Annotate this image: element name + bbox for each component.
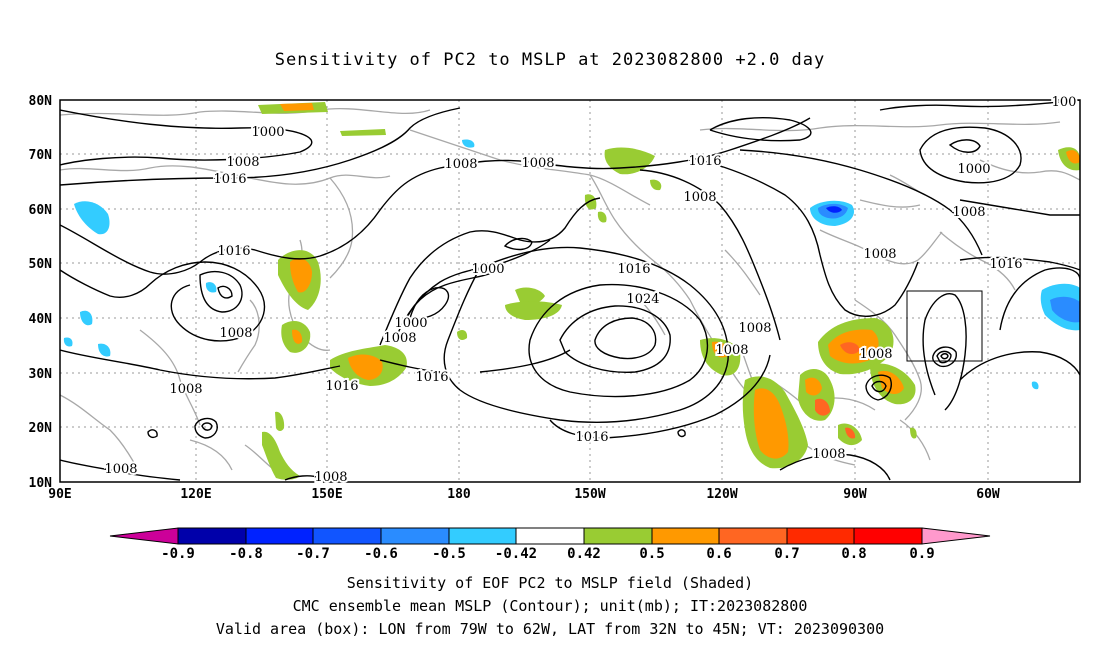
lon-label: 90W	[843, 487, 867, 502]
colorbar-tick: -0.8	[229, 546, 263, 562]
contour-label: 1008	[738, 321, 771, 336]
contour-label: 1000	[471, 262, 504, 277]
lat-label: 80N	[29, 94, 53, 109]
contour-label: 1008	[226, 155, 259, 170]
caption-contour: CMC ensemble mean MSLP (Contour); unit(m…	[292, 597, 808, 615]
contour-label: 1008	[169, 382, 202, 397]
colorbar-bin	[448, 527, 517, 545]
lat-label: 30N	[29, 367, 53, 382]
valid-area-box	[906, 290, 983, 362]
contour-label: 1016	[415, 370, 448, 385]
contour-label: 1008	[444, 157, 477, 172]
colorbar-bin	[786, 527, 855, 545]
contour-label: 1008	[859, 347, 892, 362]
contour-label: 1008	[219, 326, 252, 341]
graticule	[60, 100, 1080, 482]
contour-label: 100	[1052, 95, 1077, 110]
colorbar-tick: -0.42	[495, 546, 537, 562]
lon-label: 60W	[976, 487, 1000, 502]
lon-label: 120E	[180, 487, 211, 502]
contour-label: 1000	[394, 316, 427, 331]
contour-label: 1016	[217, 244, 250, 259]
colorbar-tick: -0.6	[364, 546, 398, 562]
contour-label: 1008	[812, 447, 845, 462]
colorbar-tick: 0.8	[841, 546, 866, 562]
lat-label: 40N	[29, 312, 53, 327]
caption-valid-area: Valid area (box): LON from 79W to 62W, L…	[215, 620, 885, 638]
lat-label: 20N	[29, 421, 53, 436]
contour-label: 1016	[989, 257, 1022, 272]
colorbar-tick: -0.9	[161, 546, 195, 562]
colorbar-bin	[312, 527, 382, 545]
lat-label: 50N	[29, 257, 53, 272]
colorbar-tick: 0.9	[909, 546, 934, 562]
contour-label: 1008	[383, 331, 416, 346]
contour-label: 1008	[715, 343, 748, 358]
contour-label: 1016	[213, 172, 246, 187]
colorbar-tick: -0.7	[296, 546, 330, 562]
caption-shading: Sensitivity of EOF PC2 to MSLP field (Sh…	[346, 574, 754, 592]
sensitivity-negative	[63, 139, 1080, 390]
colorbar-tick: 0.5	[639, 546, 664, 562]
contour-label: 1008	[863, 247, 896, 262]
colorbar-tick: 0.7	[774, 546, 799, 562]
contour-label: 1000	[251, 125, 284, 140]
lon-label: 120W	[706, 487, 737, 502]
lat-label: 70N	[29, 148, 53, 163]
colorbar-bin	[583, 527, 653, 545]
contour-label: 1008	[104, 462, 137, 477]
colorbar-bin	[651, 527, 720, 545]
colorbar-bin	[380, 527, 450, 545]
colorbar-bin	[177, 527, 247, 545]
contour-label: 1008	[521, 156, 554, 171]
contour-label: 1008	[314, 470, 347, 485]
colorbar-triangle-low	[109, 527, 179, 545]
colorbar-bin	[853, 527, 923, 545]
contour-label: 1000	[957, 162, 990, 177]
lon-label: 180	[447, 487, 471, 502]
colorbar-bin	[515, 527, 585, 545]
contour-label: 1016	[325, 379, 358, 394]
contour-label: 1016	[575, 430, 608, 445]
colorbar-tick: 0.6	[706, 546, 731, 562]
sensitivity-positive	[258, 102, 1080, 480]
colorbar	[109, 527, 991, 545]
contour-label: 1008	[683, 190, 716, 205]
map-frame	[59, 99, 1081, 483]
map-figure: 1000 1008 1016 1008 1008 1016 1008 1016 …	[29, 93, 1081, 562]
colorbar-bin	[245, 527, 314, 545]
lat-label: 10N	[29, 476, 53, 491]
lat-label: 60N	[29, 203, 53, 218]
colorbar-tick: 0.42	[567, 546, 601, 562]
map-title: Sensitivity of PC2 to MSLP at 2023082800…	[274, 50, 826, 70]
colorbar-triangle-high	[921, 527, 991, 545]
lon-label: 90E	[48, 487, 71, 502]
contour-label: 1008	[952, 205, 985, 220]
contour-label: 1024	[626, 292, 659, 307]
contour-label: 1016	[688, 154, 721, 169]
contour-label: 1016	[617, 262, 650, 277]
colorbar-tick: -0.5	[432, 546, 466, 562]
lon-label: 150W	[574, 487, 605, 502]
lon-label: 150E	[311, 487, 342, 502]
colorbar-bin	[718, 527, 788, 545]
